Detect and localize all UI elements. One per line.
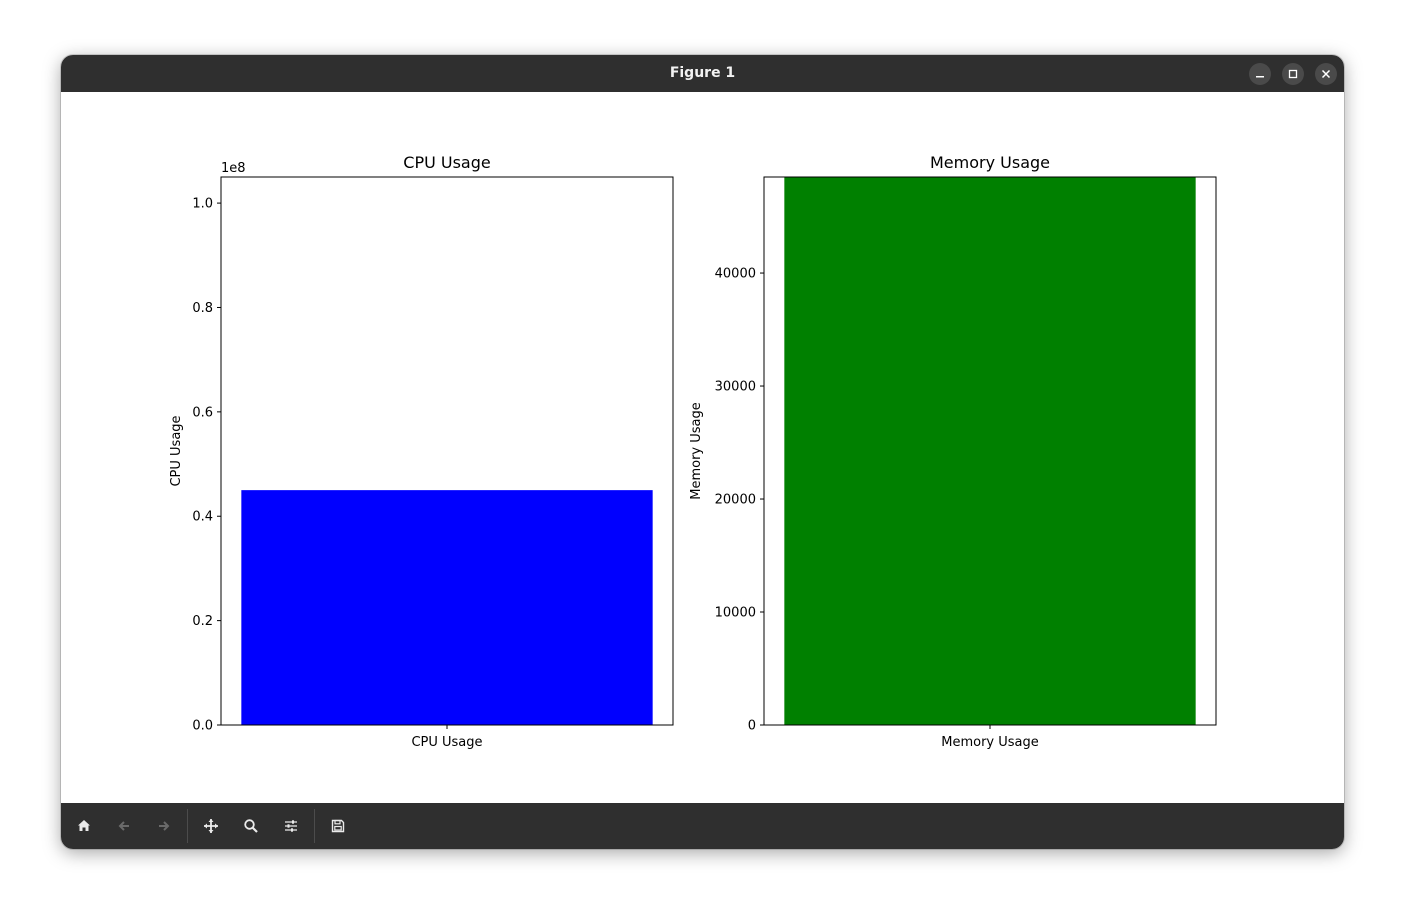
maximize-icon <box>1288 69 1298 79</box>
y-tick-label: 20000 <box>715 493 756 508</box>
back-arrow-icon <box>118 821 129 831</box>
back-button[interactable] <box>109 811 139 841</box>
maximize-button[interactable] <box>1282 63 1304 85</box>
figure-svg: 0.0 0.2 0.4 0.6 0.8 1.0 CPU Usage CPU Usage CPU … <box>169 153 1217 750</box>
minimize-button[interactable] <box>1249 63 1271 85</box>
toolbar-separator <box>314 809 315 843</box>
bar <box>784 177 1196 725</box>
y-tick-label: 0.8 <box>192 301 213 316</box>
y-tick-label: 0.2 <box>192 614 213 629</box>
configure-subplots-icon <box>285 820 297 832</box>
bar <box>241 490 653 725</box>
navigation-toolbar <box>61 803 1344 849</box>
forward-button[interactable] <box>149 811 179 841</box>
y-tick-label: 10000 <box>715 606 756 621</box>
close-button[interactable] <box>1315 63 1337 85</box>
window-title: Figure 1 <box>669 65 736 81</box>
y-tick-label: 0.4 <box>192 510 213 525</box>
chart-title: Memory Usage <box>930 153 1050 172</box>
save-button[interactable] <box>323 811 353 841</box>
y-tick-label: 30000 <box>715 380 756 395</box>
zoom-icon <box>244 819 258 833</box>
title-bar[interactable]: Figure 1 <box>61 55 1344 92</box>
y-axis-label: CPU Usage <box>169 415 184 486</box>
figure-window: Figure 1 0.0 0.2 0.4 0.6 0.8 1.0 CPU Usage CPU … <box>61 55 1344 849</box>
configure-subplots-button[interactable] <box>276 811 306 841</box>
pan-button[interactable] <box>196 811 226 841</box>
zoom-button[interactable] <box>236 811 266 841</box>
figure-canvas[interactable]: 0.0 0.2 0.4 0.6 0.8 1.0 CPU Usage CPU Usage CPU … <box>61 92 1344 803</box>
home-icon <box>78 820 90 831</box>
forward-arrow-icon <box>159 821 170 831</box>
y-tick-label: 0 <box>748 719 756 734</box>
toolbar-separator <box>187 809 188 843</box>
y-tick-label: 1.0 <box>192 197 213 212</box>
y-tick-label: 0.0 <box>192 719 213 734</box>
x-tick-label: Memory Usage <box>941 735 1039 750</box>
chart-title: CPU Usage <box>403 153 490 172</box>
y-axis-label: Memory Usage <box>689 402 704 500</box>
minimize-icon <box>1256 76 1264 78</box>
save-icon <box>331 819 345 833</box>
close-icon <box>1321 69 1331 79</box>
home-button[interactable] <box>69 811 99 841</box>
y-offset-text: 1e8 <box>221 161 246 176</box>
y-tick-label: 40000 <box>715 267 756 282</box>
pan-icon <box>204 819 218 833</box>
y-tick-label: 0.6 <box>192 405 213 420</box>
x-tick-label: CPU Usage <box>411 735 482 750</box>
